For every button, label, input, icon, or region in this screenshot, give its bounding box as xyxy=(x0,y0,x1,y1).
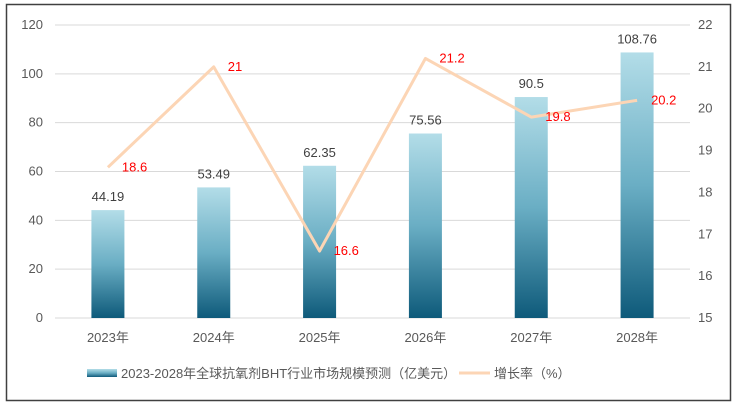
y-right-tick-label: 20 xyxy=(698,101,712,116)
y-right-tick-label: 16 xyxy=(698,268,712,283)
bar-data-label: 90.5 xyxy=(519,76,544,91)
bar xyxy=(620,52,654,318)
y-left-tick-label: 100 xyxy=(21,66,43,81)
growth-line xyxy=(106,56,638,253)
y-left-tick-label: 80 xyxy=(29,115,43,130)
y-left-tick-label: 0 xyxy=(36,310,43,325)
bar-data-label: 108.76 xyxy=(617,31,657,46)
x-tick-label: 2025年 xyxy=(299,330,341,345)
y-left-tick-label: 60 xyxy=(29,164,43,179)
x-tick-label: 2028年 xyxy=(616,330,658,345)
line-data-label: 21 xyxy=(228,59,242,74)
legend-bar-swatch xyxy=(87,369,117,377)
y-left-tick-label: 40 xyxy=(29,212,43,227)
x-tick-label: 2027年 xyxy=(510,330,552,345)
bar xyxy=(514,97,548,318)
y-right-tick-label: 18 xyxy=(698,184,712,199)
y-right-tick-label: 21 xyxy=(698,59,712,74)
line-data-label: 20.2 xyxy=(651,92,676,107)
y-left-tick-label: 20 xyxy=(29,261,43,276)
y-right-tick-label: 15 xyxy=(698,310,712,325)
line-data-label: 19.8 xyxy=(545,109,570,124)
bar xyxy=(197,187,231,318)
x-tick-label: 2024年 xyxy=(193,330,235,345)
y-right-tick-label: 19 xyxy=(698,143,712,158)
bar-data-label: 62.35 xyxy=(303,145,336,160)
line-data-label: 21.2 xyxy=(439,50,464,65)
x-tick-label: 2023年 xyxy=(87,330,129,345)
line-data-label: 16.6 xyxy=(334,243,359,258)
bar-data-label: 44.19 xyxy=(92,189,125,204)
bar xyxy=(408,133,442,318)
legend-line-label: 增长率（%） xyxy=(494,366,571,381)
chart-border xyxy=(5,3,732,402)
bar-data-label: 53.49 xyxy=(197,166,230,181)
y-right-tick-label: 22 xyxy=(698,17,712,32)
bar-data-label: 75.56 xyxy=(409,113,442,128)
legend-bar-label: 2023-2028年全球抗氧剂BHT行业市场规模预测（亿美元） xyxy=(121,366,456,381)
y-left-tick-label: 120 xyxy=(21,17,43,32)
x-tick-label: 2026年 xyxy=(404,330,446,345)
y-right-tick-label: 17 xyxy=(698,226,712,241)
line-data-label: 18.6 xyxy=(122,159,147,174)
legend: 2023-2028年全球抗氧剂BHT行业市场规模预测（亿美元） 增长率（%） xyxy=(87,366,571,381)
bar xyxy=(303,165,337,318)
bar xyxy=(91,210,125,318)
